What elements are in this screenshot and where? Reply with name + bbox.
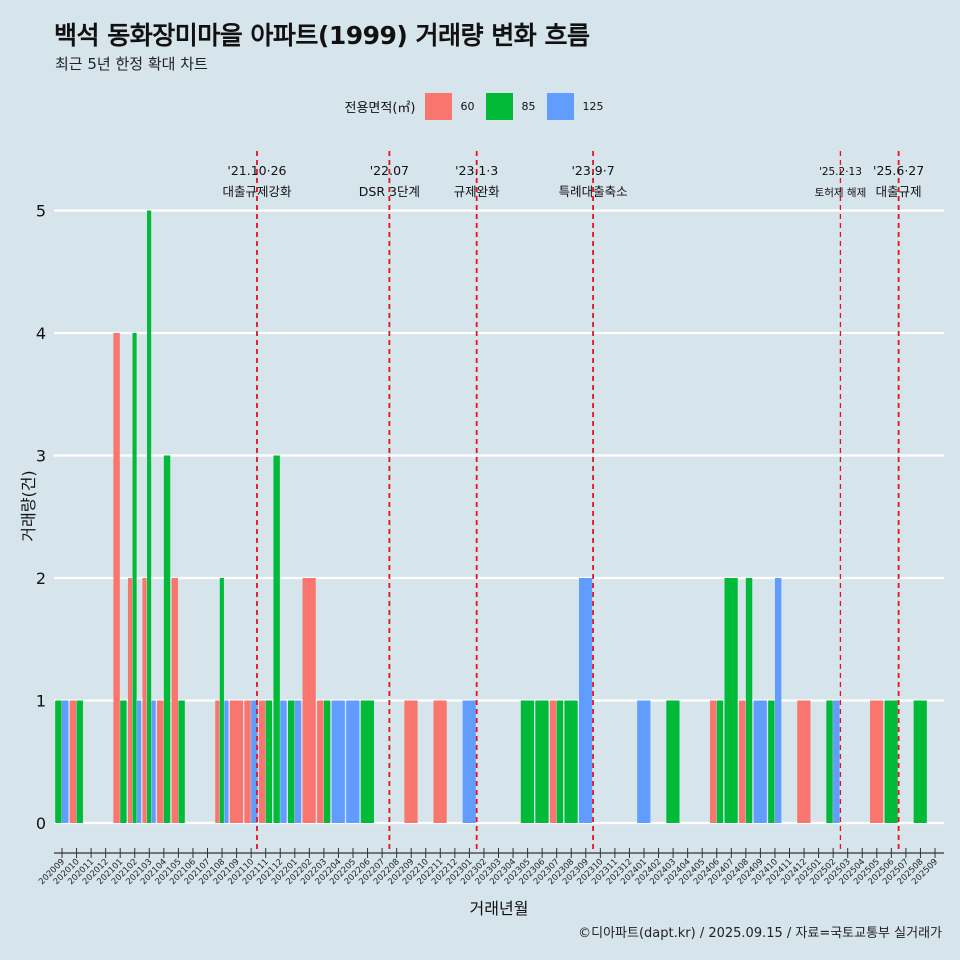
bar-85-202111 <box>265 700 273 823</box>
bar-60-202505 <box>870 700 884 823</box>
bar-85-202009 <box>55 700 62 823</box>
bar-60-202307 <box>549 700 557 823</box>
bar-85-202306 <box>535 700 549 823</box>
bar-125-202309 <box>579 578 593 823</box>
event-date-1: '22.07 <box>370 163 409 178</box>
bar-125-202410 <box>774 578 782 823</box>
y-tick-label: 4 <box>36 324 46 343</box>
y-tick-label: 3 <box>36 447 46 466</box>
bar-85-202502 <box>826 700 833 823</box>
chart-title: 백석 동화장미마을 아파트(1999) 거래량 변화 흐름 <box>54 21 590 50</box>
bar-125-202301 <box>462 700 476 823</box>
bar-85-202508 <box>913 700 927 823</box>
bar-125-202201 <box>294 700 302 823</box>
x-axis-title: 거래년월 <box>470 899 529 918</box>
event-label-3: 특례대출축소 <box>559 184 628 199</box>
bar-60-202105 <box>171 578 178 823</box>
y-tick-label: 5 <box>36 202 46 221</box>
legend-item-60: 60 <box>425 93 478 120</box>
bar-85-202203 <box>323 700 331 823</box>
bar-85-202407 <box>724 578 738 823</box>
bar-125-202502 <box>833 700 840 823</box>
event-date-3: '23.9·7 <box>571 163 614 178</box>
bar-85-202406 <box>716 700 724 823</box>
event-date-5: '25.6·27 <box>873 163 924 178</box>
legend-swatch-85 <box>486 93 514 120</box>
bar-60-202211 <box>433 700 447 823</box>
bar-85-202102 <box>132 333 137 823</box>
y-tick-label: 1 <box>36 692 46 711</box>
bar-60-202209 <box>404 700 418 823</box>
bar-60-202110 <box>244 700 251 823</box>
event-label-4: 토허제 해제 <box>815 186 867 199</box>
bar-60-202412 <box>797 700 811 823</box>
bar-85-202307 <box>556 700 564 823</box>
legend-label-60: 60 <box>460 100 475 113</box>
event-date-2: '23.1·3 <box>455 163 498 178</box>
bar-60-202202 <box>302 578 316 823</box>
bar-85-202308 <box>564 700 578 823</box>
bar-85-202105 <box>178 700 185 823</box>
bar-60-202103 <box>142 578 147 823</box>
bar-125-202112 <box>280 700 287 823</box>
bar-125-202204 <box>331 700 345 823</box>
bar-60-202408 <box>739 700 746 823</box>
y-tick-label: 2 <box>36 569 46 588</box>
source-caption: ©디아파트(dapt.kr) / 2025.09.15 / 자료=국토교통부 실… <box>578 926 942 941</box>
event-label-1: DSR 3단계 <box>359 184 420 199</box>
bar-85-202103 <box>147 210 152 823</box>
bar-60-202102 <box>127 578 133 823</box>
bar-60-202406 <box>709 700 717 823</box>
bar-125-202102 <box>137 700 142 823</box>
bar-60-202203 <box>317 700 324 823</box>
event-label-5: 대출규제 <box>876 184 922 199</box>
bar-85-202010 <box>76 700 83 823</box>
legend-label-125: 125 <box>582 100 604 113</box>
bar-85-202305 <box>520 700 534 823</box>
bar-60-202104 <box>157 700 164 823</box>
bar-125-202205 <box>346 700 360 823</box>
legend-label-85: 85 <box>521 100 536 113</box>
legend-swatch-60 <box>425 93 453 120</box>
event-label-2: 규제완화 <box>454 184 501 199</box>
bar-125-202103 <box>151 700 156 823</box>
bar-85-202112 <box>273 455 280 823</box>
bar-85-202206 <box>360 700 374 823</box>
bar-60-202101 <box>113 333 120 823</box>
legend-title: 전용면적(㎡) <box>344 101 416 116</box>
event-date-4: '25.2·13 <box>819 166 862 178</box>
y-axis-title: 거래량(건) <box>19 470 38 541</box>
legend-item-125: 125 <box>547 93 607 120</box>
bar-85-202403 <box>666 700 680 823</box>
legend-item-85: 85 <box>486 93 539 120</box>
bar-85-202408 <box>745 578 753 823</box>
bar-125-202110 <box>251 700 258 823</box>
bar-85-202101 <box>120 700 127 823</box>
bar-85-202108 <box>219 578 224 823</box>
bar-125-202009 <box>62 700 69 823</box>
event-date-0: '21.10·26 <box>227 163 286 178</box>
bar-85-202104 <box>163 455 171 823</box>
bar-60-202111 <box>258 700 266 823</box>
y-tick-label: 0 <box>36 814 46 833</box>
bar-60-202010 <box>69 700 77 823</box>
bar-125-202108 <box>224 700 229 823</box>
bar-85-202201 <box>288 700 295 823</box>
bar-60-202109 <box>229 700 243 823</box>
event-label-0: 대출규제강화 <box>222 184 292 199</box>
chart-subtitle: 최근 5년 한정 확대 차트 <box>55 55 208 73</box>
bar-125-202409 <box>753 700 767 823</box>
legend: 전용면적(㎡) 60 85 125 <box>0 93 960 120</box>
bar-85-202410 <box>768 700 775 823</box>
legend-swatch-125 <box>547 93 575 120</box>
bar-125-202401 <box>637 700 651 823</box>
bar-85-202506 <box>884 700 898 823</box>
bar-60-202108 <box>215 700 220 823</box>
